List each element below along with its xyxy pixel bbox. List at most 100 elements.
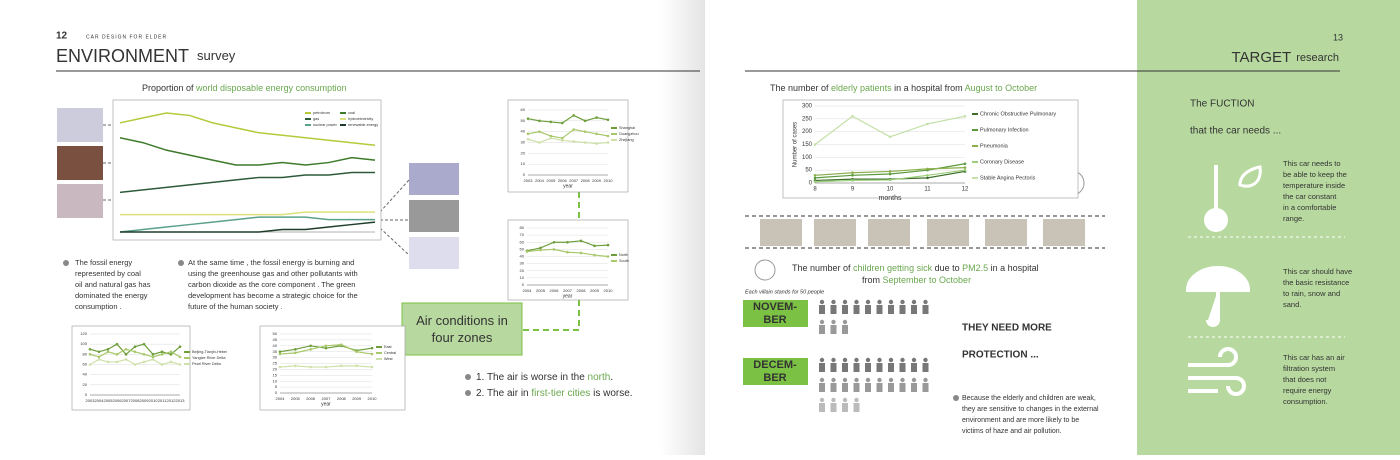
person-body — [830, 383, 837, 392]
page-title: TARGET research — [1231, 49, 1339, 66]
people-group — [819, 357, 929, 412]
point — [538, 130, 541, 133]
person-body — [922, 363, 929, 372]
point — [851, 114, 854, 118]
legend-label: Coronary Disease — [980, 159, 1024, 165]
person-body — [911, 305, 917, 314]
point — [593, 253, 596, 257]
point — [309, 348, 312, 351]
person-head — [923, 377, 928, 383]
point — [324, 344, 328, 348]
month-label: DECEM- — [753, 359, 797, 371]
series-line — [119, 112, 376, 146]
person-body — [888, 305, 894, 314]
y-tick-label: 15 — [273, 372, 278, 377]
person-body — [853, 363, 860, 372]
y-tick-label: 80 — [520, 225, 525, 230]
point — [106, 350, 110, 354]
person-head — [842, 377, 848, 383]
person-head — [900, 299, 905, 305]
x-tick-label: 2010 — [604, 288, 614, 293]
legend-label: East — [384, 345, 393, 349]
month-box — [743, 358, 808, 385]
x-tick-label: 2006 — [113, 398, 123, 403]
y-tick-label: 60 — [83, 362, 88, 367]
legend-label: North — [619, 253, 628, 257]
feature-texts: This car needs to be able to keep the temp… — [1283, 159, 1352, 406]
y-tick-label: 50 — [805, 168, 812, 174]
feature-text: This car needs to — [1283, 159, 1341, 168]
y-tick-label: 5 — [275, 384, 278, 389]
point — [813, 143, 817, 146]
x-axis-label: months — [879, 195, 902, 202]
point — [115, 342, 119, 346]
legend-label: coal — [348, 111, 355, 115]
y-tick-label: 60 — [520, 239, 525, 244]
point — [549, 136, 553, 140]
person-head — [877, 357, 882, 363]
feature-text: require energy — [1283, 386, 1332, 395]
y-tick-label: 20 — [83, 382, 88, 387]
person-body — [819, 383, 825, 392]
point — [106, 360, 110, 364]
point — [169, 360, 173, 364]
person-body — [865, 305, 871, 314]
y-tick-label: 0 — [85, 392, 88, 397]
point — [178, 355, 182, 359]
series-line — [119, 171, 375, 194]
point — [151, 353, 155, 356]
x-tick-label: 2005 — [546, 178, 556, 183]
person-head — [865, 377, 871, 383]
y-tick-label: 30 — [521, 140, 526, 145]
legend-label: nuclear power — [313, 123, 338, 127]
x-tick-label: 2004 — [95, 398, 105, 403]
y-tick-label: 50 — [520, 246, 525, 251]
y-tick-label: 200 — [802, 129, 813, 135]
point — [355, 350, 358, 354]
feature-text: in a comfortable — [1283, 203, 1336, 212]
point — [606, 243, 610, 247]
person-body — [876, 383, 883, 392]
x-tick-label: 2008 — [337, 396, 347, 401]
person-body — [819, 325, 825, 334]
point — [606, 118, 610, 122]
x-tick-label: 2004 — [535, 178, 545, 183]
person-head — [819, 397, 825, 403]
line-chart: 0 10 20 30 40 50 60 2003 2004 2005 2006 2007 2008 200… — [507, 99, 639, 193]
point — [294, 348, 297, 351]
chart-frame — [112, 99, 382, 241]
person-head — [842, 299, 848, 305]
point — [340, 343, 343, 346]
feature-text: temperature inside — [1283, 181, 1345, 190]
y-tick-label: 30 — [273, 355, 278, 360]
series-line — [120, 221, 376, 233]
point — [813, 180, 817, 184]
x-axis-label: year — [563, 293, 573, 299]
y-tick-label: 20 — [273, 366, 278, 371]
person-head — [842, 319, 848, 325]
point — [888, 135, 892, 139]
point — [160, 363, 164, 366]
point — [963, 168, 967, 172]
person-body — [853, 305, 860, 314]
point — [963, 114, 967, 118]
legend-label: Guangzhou — [619, 132, 639, 136]
point — [178, 363, 182, 366]
person-body — [876, 363, 883, 372]
person-body — [842, 305, 848, 314]
legend-label: South — [619, 259, 629, 263]
point — [97, 355, 101, 359]
legend-label: Stable Angina Pectoris — [980, 175, 1036, 181]
point — [525, 250, 529, 253]
point — [560, 121, 564, 125]
person-body — [865, 383, 871, 392]
x-tick-label: 2009 — [590, 288, 600, 293]
point — [926, 176, 929, 180]
person-head — [854, 397, 859, 403]
point — [606, 255, 610, 258]
y-tick-label: 35 — [273, 349, 278, 354]
point — [124, 347, 128, 351]
